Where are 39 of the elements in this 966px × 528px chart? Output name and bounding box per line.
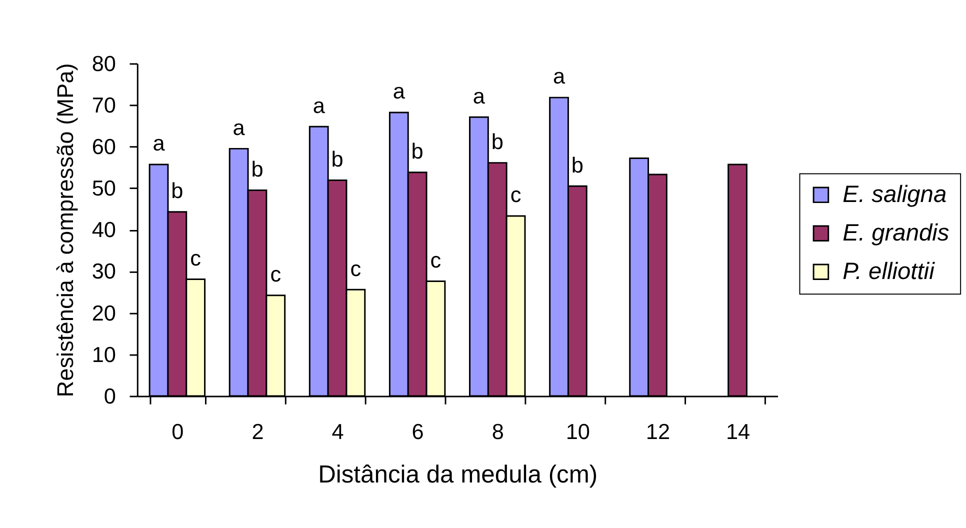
data-label: b — [171, 178, 184, 204]
y-tick-label: 80 — [92, 50, 116, 76]
data-label: a — [312, 92, 326, 118]
data-label: b — [491, 129, 504, 154]
x-tick-label: 4 — [332, 418, 344, 444]
x-tick-label: 10 — [566, 418, 590, 444]
data-label: c — [270, 262, 282, 287]
data-label: b — [571, 152, 584, 178]
data-label: c — [510, 182, 522, 208]
data-label: c — [190, 245, 202, 270]
y-tick-label: 30 — [92, 258, 116, 284]
x-tick-label: 14 — [726, 418, 750, 444]
data-label: a — [392, 78, 406, 104]
data-label: b — [411, 138, 424, 164]
y-tick-label: 50 — [92, 176, 116, 201]
y-axis-title: Resistência à compressão (MPa) — [52, 63, 78, 398]
x-tick-label: 2 — [252, 418, 264, 444]
x-tick-label: 12 — [646, 418, 670, 444]
y-tick-label: 10 — [92, 342, 116, 367]
data-label: c — [350, 256, 362, 281]
data-label: a — [232, 114, 246, 140]
data-label: a — [552, 64, 566, 89]
x-tick-label: 0 — [172, 418, 184, 444]
x-axis-title: Distância da medula (cm) — [318, 461, 598, 488]
legend-label: E. grandis — [842, 220, 950, 246]
data-label: b — [251, 156, 264, 182]
y-tick-label: 0 — [104, 383, 116, 408]
legend-label: P. elliottii — [842, 258, 936, 285]
data-label: c — [430, 247, 442, 272]
y-tick-label: 40 — [92, 217, 116, 242]
data-label: a — [152, 130, 166, 156]
data-label: a — [472, 83, 486, 108]
legend-label: E. saligna — [842, 182, 947, 208]
y-tick-label: 20 — [92, 300, 116, 326]
x-tick-label: 6 — [412, 418, 424, 444]
y-tick-label: 60 — [92, 134, 116, 160]
y-tick-label: 70 — [92, 92, 116, 118]
x-tick-label: 8 — [492, 418, 504, 444]
data-label: b — [331, 146, 344, 172]
